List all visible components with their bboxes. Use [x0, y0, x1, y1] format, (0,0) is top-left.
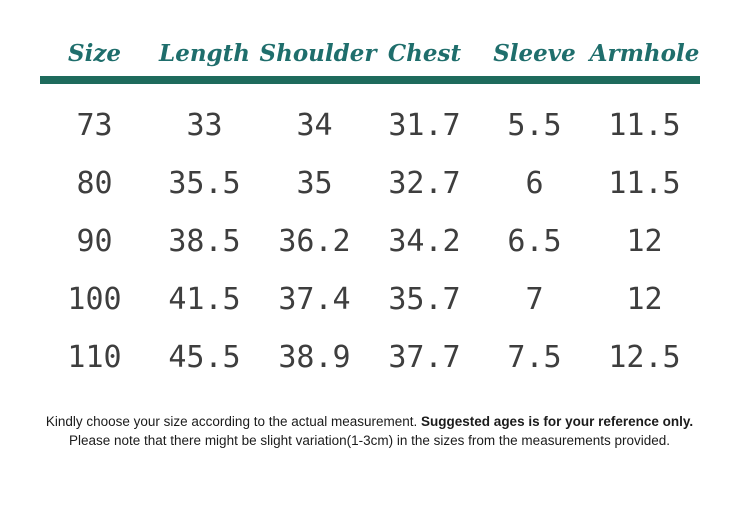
cell-chest: 35.7 [388, 281, 461, 317]
cell-sleeve: 6 [525, 165, 544, 201]
table-row: 73 33 34 31.7 5.5 11.5 [40, 80, 700, 154]
cell-shoulder: 36.2 [278, 223, 351, 259]
cell-chest: 34.2 [388, 223, 461, 259]
column-header-size: Size [39, 40, 150, 84]
cell-length: 38.5 [168, 223, 241, 259]
cell-shoulder: 38.9 [278, 339, 351, 375]
cell-sleeve: 6.5 [507, 223, 562, 259]
table-row: 110 45.5 38.9 37.7 7.5 12.5 [40, 328, 700, 386]
cell-shoulder: 35 [296, 165, 333, 201]
cell-armhole: 11.5 [608, 107, 681, 143]
cell-size: 73 [76, 107, 113, 143]
cell-size: 90 [76, 223, 113, 259]
size-table-head: Size Length Shoulder Chest Sleeve Armhol… [39, 40, 700, 84]
cell-size: 110 [67, 339, 122, 375]
size-table-body: 73 33 34 31.7 5.5 11.5 80 35.5 35 32.7 6… [40, 80, 700, 386]
column-header-chest: Chest [369, 40, 480, 84]
cell-sleeve: 5.5 [507, 107, 562, 143]
cell-armhole: 12.5 [608, 339, 681, 375]
measurement-note: Kindly choose your size according to the… [0, 412, 739, 450]
cell-shoulder: 37.4 [278, 281, 351, 317]
table-row: 100 41.5 37.4 35.7 7 12 [40, 270, 700, 328]
note-line-1-regular: Kindly choose your size according to the… [45, 414, 422, 429]
cell-length: 45.5 [168, 339, 241, 375]
size-table: Size Length Shoulder Chest Sleeve Armhol… [39, 40, 700, 386]
cell-armhole: 12 [626, 223, 663, 259]
cell-armhole: 11.5 [608, 165, 681, 201]
note-line-1: Kindly choose your size according to the… [0, 412, 739, 431]
note-line-2: Please note that there might be slight v… [68, 433, 671, 448]
column-header-shoulder: Shoulder [259, 40, 376, 84]
cell-chest: 37.7 [388, 339, 461, 375]
column-header-length: Length [149, 40, 260, 84]
cell-length: 35.5 [168, 165, 241, 201]
cell-chest: 32.7 [388, 165, 461, 201]
cell-length: 41.5 [168, 281, 241, 317]
cell-sleeve: 7.5 [507, 339, 562, 375]
cell-size: 100 [67, 281, 122, 317]
column-header-sleeve: Sleeve [479, 40, 590, 84]
table-row: 80 35.5 35 32.7 6 11.5 [40, 154, 700, 212]
note-line-1-bold: Suggested ages is for your reference onl… [421, 414, 694, 429]
table-row: 90 38.5 36.2 34.2 6.5 12 [40, 212, 700, 270]
column-header-armhole: Armhole [589, 40, 700, 84]
cell-sleeve: 7 [525, 281, 544, 317]
header-row: Size Length Shoulder Chest Sleeve Armhol… [39, 40, 700, 84]
cell-size: 80 [76, 165, 113, 201]
cell-shoulder: 34 [296, 107, 333, 143]
cell-armhole: 12 [626, 281, 663, 317]
cell-length: 33 [186, 107, 223, 143]
cell-chest: 31.7 [388, 107, 461, 143]
